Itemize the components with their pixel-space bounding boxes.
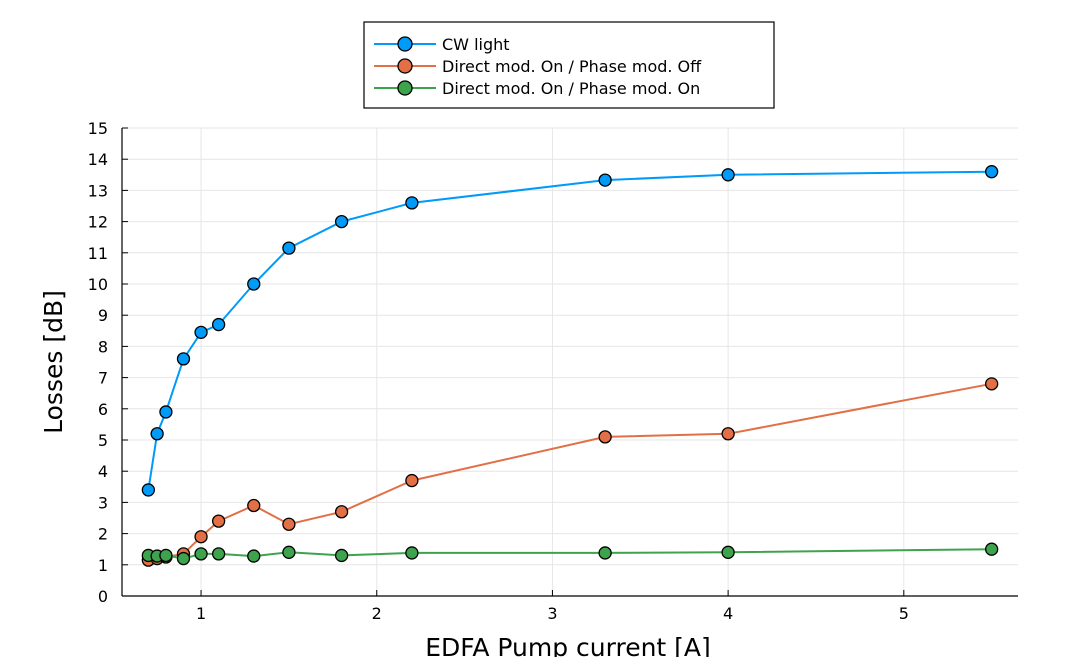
y-tick-label: 3 [98,493,108,512]
legend-label: CW light [442,35,510,54]
data-point [721,427,735,441]
data-point [984,165,999,179]
data-point [405,196,419,210]
y-tick-label: 4 [98,462,108,481]
data-point [721,545,735,559]
data-point [176,352,191,366]
data-point [194,325,208,340]
y-tick-label: 6 [98,400,108,419]
data-point [598,546,612,560]
series-line [148,548,992,560]
data-point [159,548,173,563]
x-tick-labels: 1 2 3 4 5 [196,604,909,623]
x-tick-label: 5 [899,604,909,623]
data-point [405,546,419,560]
legend-entry: Direct mod. On / Phase mod. Off [374,57,702,76]
legend-entry: Direct mod. On / Phase mod. On [374,79,700,98]
series-line [147,170,992,491]
data-point [194,530,208,544]
series-1 [141,165,999,497]
y-tick-label: 2 [98,525,108,544]
data-point [984,542,999,556]
data-point [282,241,296,255]
y-tick-label: 7 [98,369,108,388]
data-point [176,551,191,566]
data-point [598,173,612,187]
data-point [334,214,349,229]
data-point [334,505,349,519]
data-point [282,517,296,531]
x-axis-label: EDFA Pump current [A] [425,633,711,657]
data-point [159,405,173,419]
legend-label: Direct mod. On / Phase mod. Off [442,57,702,76]
data-point [194,547,208,561]
x-tick-label: 2 [372,604,382,623]
data-point [247,549,261,563]
legend-entry: CW light [374,35,510,54]
y-tick-label: 9 [98,306,108,325]
series-group [141,165,999,567]
series-3 [141,542,999,566]
legend: CW light Direct mod. On / Phase mod. Off D… [363,21,775,109]
data-point [405,473,419,488]
y-tick-label: 0 [98,587,108,606]
data-point [211,317,226,332]
data-point [247,498,261,513]
data-point [211,514,226,528]
y-tick-label: 13 [88,181,108,200]
series-2 [141,377,999,567]
data-point [721,168,735,182]
data-point [984,377,999,391]
y-tick-label: 15 [88,119,108,138]
x-tick-label: 1 [196,604,206,623]
y-tick-label: 14 [88,150,108,169]
data-point [150,427,164,441]
legend-swatch-marker [397,58,413,74]
y-tick-label: 10 [88,275,108,294]
x-tick-label: 3 [547,604,557,623]
y-axis-label: Losses [dB] [39,290,68,434]
data-point [334,548,349,563]
data-point [598,430,612,444]
y-tick-label: 12 [88,213,108,232]
y-tick-label: 8 [98,337,108,356]
x-tick-label: 4 [723,604,733,623]
grid-lines [122,127,1018,597]
y-tick-label: 11 [88,244,108,263]
data-point [141,483,156,497]
legend-swatch-marker [397,80,413,96]
data-point [247,277,261,291]
axes [121,127,1018,597]
data-point [282,545,296,559]
y-tick-label: 5 [98,431,108,450]
y-tick-label: 1 [98,556,108,575]
legend-swatch-marker [397,36,413,52]
legend-label: Direct mod. On / Phase mod. On [442,79,700,98]
data-point [211,547,226,561]
